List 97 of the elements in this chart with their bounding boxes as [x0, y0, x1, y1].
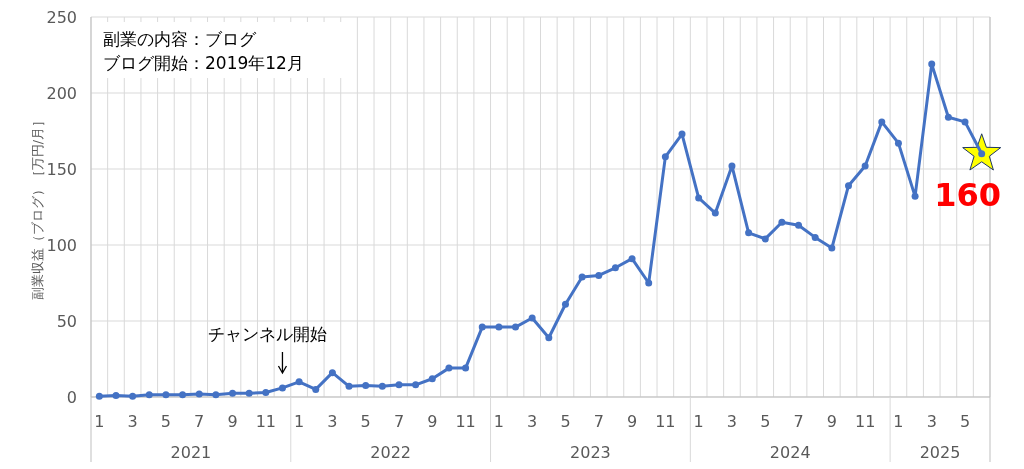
y-axis-title: 副業収益（ブログ）［万円/月］ [30, 113, 45, 301]
point [428, 375, 436, 383]
x-tick-label: 9 [626, 412, 638, 431]
point [245, 389, 253, 397]
y-tick-label: 150 [46, 160, 77, 179]
point [312, 385, 320, 393]
point [278, 384, 286, 392]
point [328, 369, 336, 377]
point [145, 391, 153, 399]
point [395, 381, 403, 389]
x-tick-label: 3 [327, 412, 338, 431]
text: 2024 [769, 443, 811, 462]
point [811, 233, 819, 241]
point [911, 192, 919, 200]
x-tick-label: 3 [926, 412, 937, 431]
y-tick-label: 200 [46, 84, 77, 103]
point [112, 391, 120, 399]
point [362, 382, 370, 390]
point [95, 392, 103, 400]
x-tick-label: 9 [227, 412, 238, 431]
point [661, 153, 669, 161]
x-tick-label: 1 [294, 412, 305, 431]
point [195, 390, 203, 398]
point [229, 389, 237, 397]
x-tick-label: 7 [393, 412, 405, 431]
point [828, 244, 836, 252]
point [561, 300, 569, 308]
point [462, 364, 470, 372]
point [878, 118, 886, 126]
text: 2022 [370, 443, 412, 462]
point [478, 323, 486, 331]
point [412, 381, 420, 389]
point [628, 255, 636, 263]
x-tick-label: 3 [726, 412, 738, 431]
point [611, 264, 619, 272]
x-tick-label: 7 [593, 412, 604, 431]
point [928, 60, 936, 68]
x-tick-label: 1 [493, 412, 504, 431]
point [695, 194, 703, 202]
x-tick-label: 5 [560, 412, 571, 431]
point [978, 150, 986, 158]
point [711, 209, 719, 217]
point [961, 118, 969, 126]
point [162, 391, 170, 399]
text: 2021 [170, 443, 212, 462]
point [378, 382, 386, 390]
x-tick-label: 11 [455, 412, 476, 431]
point [778, 218, 786, 226]
x-tick-label: 1 [94, 412, 105, 431]
point [528, 314, 536, 322]
x-tick-label: 3 [127, 412, 138, 431]
x-tick-label: 11 [854, 412, 876, 431]
x-tick-label: 1 [693, 412, 704, 431]
text: 2023 [570, 443, 611, 462]
point [495, 323, 503, 331]
point [512, 323, 520, 331]
point [179, 391, 187, 399]
point [745, 229, 753, 237]
point [844, 182, 852, 190]
point [645, 279, 653, 287]
point [578, 273, 586, 281]
x-tick-label: 7 [793, 412, 804, 431]
x-tick-label: 11 [255, 412, 276, 431]
point [861, 162, 869, 170]
x-tick-label: 1 [893, 412, 904, 431]
data-label: 160 [934, 175, 1002, 214]
point [545, 334, 553, 342]
text: 2025 [919, 443, 961, 462]
point [212, 391, 220, 399]
point [295, 378, 303, 386]
x-tick-label: 5 [959, 412, 971, 431]
point [129, 392, 137, 400]
y-tick-label: 50 [56, 312, 77, 331]
x-tick-label: 7 [194, 412, 205, 431]
point [894, 139, 902, 147]
y-tick-label: 250 [46, 8, 77, 27]
x-tick-label: 11 [655, 412, 676, 431]
y-tick-label: 0 [66, 388, 77, 407]
point [944, 113, 952, 121]
point [595, 271, 603, 279]
y-tick-label: 100 [46, 236, 77, 255]
x-tick-label: 9 [427, 412, 438, 431]
x-tick-label: 5 [360, 412, 371, 431]
point [795, 221, 803, 229]
point [345, 382, 353, 390]
x-tick-label: 5 [760, 412, 771, 431]
point [445, 364, 453, 372]
annotation: チャンネル開始 [207, 324, 327, 344]
annotation: ブログ開始：2019年12月 [103, 53, 304, 73]
point [761, 235, 769, 243]
x-tick-label: 5 [160, 412, 172, 431]
x-tick-label: 9 [826, 412, 837, 431]
x-tick-label: 3 [527, 412, 538, 431]
annotation: 副業の内容：ブログ [103, 29, 257, 49]
point [262, 388, 270, 396]
point [678, 130, 686, 138]
point [728, 162, 736, 170]
